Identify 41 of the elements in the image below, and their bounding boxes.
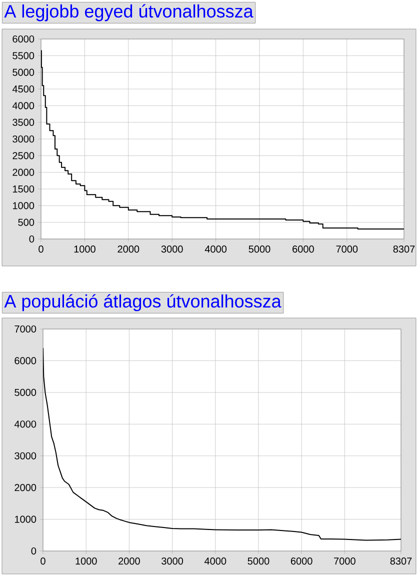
chart-title: A populáció átlagos útvonalhossza bbox=[4, 294, 282, 312]
y-tick-label: 0 bbox=[31, 547, 36, 555]
x-tick-label: 8307 bbox=[393, 246, 414, 253]
x-tick-label: 5000 bbox=[248, 246, 270, 253]
y-tick-label: 1000 bbox=[12, 202, 34, 210]
x-tick-label: 1000 bbox=[76, 558, 97, 565]
y-tick-label: 2500 bbox=[12, 152, 34, 160]
x-tick-label: 2000 bbox=[118, 246, 139, 253]
y-tick-label: 1000 bbox=[14, 516, 36, 523]
y-tick-label: 3500 bbox=[12, 118, 34, 126]
y-tick-label: 6000 bbox=[12, 35, 34, 43]
x-tick-label: 0 bbox=[40, 558, 46, 565]
x-tick-label: 7000 bbox=[336, 246, 358, 253]
x-tick-label: 4000 bbox=[204, 558, 226, 565]
y-tick-label: 6000 bbox=[14, 357, 36, 364]
y-tick-label: 500 bbox=[18, 218, 34, 226]
x-tick-label: 6000 bbox=[292, 246, 314, 253]
y-tick-label: 1500 bbox=[12, 185, 34, 193]
y-tick-label: 5000 bbox=[14, 388, 36, 396]
y-tick-label: 3000 bbox=[12, 135, 34, 143]
x-tick-label: 5000 bbox=[248, 558, 269, 565]
y-tick-label: 4000 bbox=[14, 420, 36, 428]
x-tick-label: 8307 bbox=[390, 558, 412, 565]
x-tick-label: 2000 bbox=[118, 558, 140, 565]
y-tick-label: 2000 bbox=[12, 168, 34, 176]
y-tick-label: 4500 bbox=[12, 85, 34, 93]
x-tick-label: 0 bbox=[38, 246, 44, 253]
y-tick-label: 4000 bbox=[12, 102, 34, 110]
x-tick-label: 1000 bbox=[74, 246, 96, 253]
y-tick-label: 7000 bbox=[14, 325, 36, 333]
y-tick-label: 5500 bbox=[12, 52, 34, 60]
x-tick-label: 3000 bbox=[161, 246, 183, 253]
y-tick-label: 0 bbox=[29, 235, 34, 243]
y-tick-label: 2000 bbox=[14, 484, 36, 492]
x-tick-label: 3000 bbox=[161, 558, 183, 565]
y-tick-label: 5000 bbox=[12, 68, 34, 76]
x-tick-label: 7000 bbox=[334, 558, 356, 565]
y-tick-label: 3000 bbox=[14, 452, 36, 460]
x-tick-label: 6000 bbox=[290, 558, 312, 565]
chart-title: A legjobb egyed útvonalhossza bbox=[4, 4, 254, 22]
x-tick-label: 4000 bbox=[204, 246, 226, 253]
